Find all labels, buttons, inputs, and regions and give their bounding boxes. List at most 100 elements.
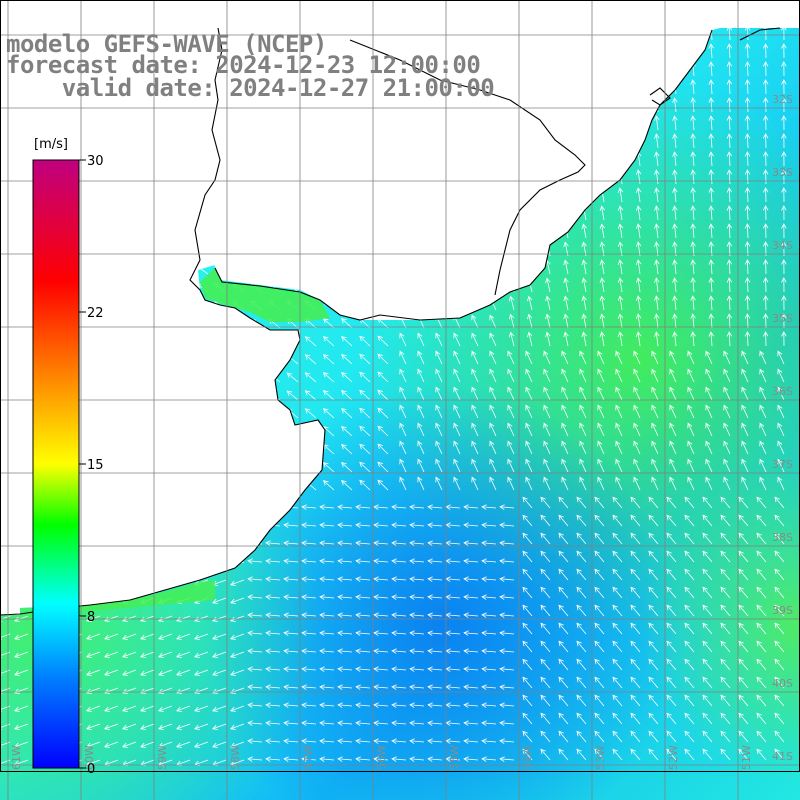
wind-arrow-head — [756, 604, 762, 611]
wind-arrow-head — [355, 738, 361, 744]
wind-arrow — [176, 651, 191, 658]
wind-arrow — [471, 369, 479, 383]
wind-arrow-head — [304, 408, 311, 414]
wind-arrow-head — [435, 332, 441, 339]
wind-arrow-head — [247, 702, 253, 708]
wind-arrow-head — [774, 640, 780, 647]
wind-arrow-head — [463, 684, 469, 690]
wind-arrow-head — [558, 532, 564, 539]
wind-arrow — [522, 533, 533, 545]
wind-arrow-head — [522, 748, 528, 755]
wind-arrow — [630, 605, 641, 617]
wind-arrow-head — [666, 496, 672, 503]
wind-arrow — [435, 351, 443, 365]
wind-arrow-head — [247, 558, 253, 564]
wind-arrow-head — [726, 259, 733, 265]
wind-arrow — [399, 459, 407, 473]
wind-arrow — [546, 332, 551, 347]
wind-arrow — [435, 387, 443, 401]
wind-arrow — [594, 623, 605, 635]
wind-arrow-head — [391, 540, 397, 546]
wind-arrow-head — [617, 331, 624, 338]
wind-arrow-head — [690, 133, 696, 139]
wind-arrow — [597, 405, 605, 419]
wind-arrow-head — [543, 404, 549, 411]
wind-arrow — [374, 524, 389, 527]
wind-arrow — [248, 632, 263, 635]
wind-arrow — [284, 650, 299, 653]
wind-arrow — [597, 441, 605, 455]
wind-arrow — [464, 614, 479, 617]
wind-arrow — [230, 633, 245, 640]
wind-arrow-head — [594, 550, 600, 557]
wind-arrow-head — [463, 540, 469, 546]
wind-arrow-head — [453, 332, 459, 339]
wind-arrow-head — [756, 568, 762, 575]
wind-arrow-head — [690, 79, 696, 85]
wind-arrow — [630, 623, 641, 635]
wind-arrow-head — [265, 756, 271, 762]
wind-arrow — [746, 97, 749, 113]
wind-arrow — [637, 296, 641, 311]
wind-arrow-head — [399, 404, 405, 411]
wind-arrow — [684, 677, 695, 689]
river-plate-band — [200, 268, 330, 322]
wind-arrow-head — [612, 640, 618, 647]
wind-arrow-head — [409, 558, 415, 564]
wind-arrow — [482, 524, 497, 527]
wind-arrow-head — [708, 259, 714, 265]
wind-arrow — [320, 740, 335, 743]
wind-arrow — [633, 405, 641, 419]
wind-arrow — [774, 641, 785, 653]
wind-arrow — [305, 336, 317, 347]
wind-arrow — [510, 332, 515, 347]
wind-arrow-head — [319, 612, 325, 618]
wind-arrow-head — [672, 151, 678, 157]
wind-arrow — [687, 441, 695, 455]
wind-arrow — [489, 423, 497, 437]
wind-arrow — [302, 668, 317, 671]
wind-arrow-head — [561, 458, 567, 465]
wind-arrow-head — [738, 712, 744, 719]
wind-arrow — [655, 152, 659, 167]
wind-arrow-head — [140, 742, 146, 748]
wind-arrow — [615, 405, 623, 419]
wind-arrow — [669, 351, 677, 365]
wind-arrow — [464, 704, 479, 707]
wind-arrow-head — [453, 476, 459, 483]
wind-arrow — [500, 650, 515, 653]
wind-arrow-head — [540, 604, 546, 611]
wind-arrow-head — [283, 540, 289, 546]
wind-arrow-head — [561, 440, 567, 447]
wind-arrow — [684, 551, 695, 563]
wind-arrow — [684, 713, 695, 725]
wind-arrow — [482, 668, 497, 671]
wind-arrow — [612, 605, 623, 617]
wind-arrow — [630, 749, 641, 761]
wind-arrow-head — [463, 594, 469, 600]
wind-arrow-head — [337, 720, 343, 726]
wind-arrow — [543, 423, 551, 437]
wind-arrow — [648, 515, 659, 527]
wind-arrow — [410, 542, 425, 545]
wind-arrow-head — [781, 43, 787, 49]
wind-arrow-head — [756, 532, 762, 539]
wind-arrow-head — [373, 594, 379, 600]
wind-arrow-head — [781, 169, 787, 175]
wind-arrow-head — [708, 79, 714, 85]
wind-arrow — [158, 669, 173, 676]
wind-arrow-head — [525, 422, 531, 429]
wind-arrow-head — [672, 313, 678, 319]
wind-arrow — [338, 578, 353, 581]
wind-arrow-head — [319, 684, 325, 690]
wind-arrow-head — [301, 576, 307, 582]
wind-arrow-head — [194, 724, 200, 730]
wind-arrow — [756, 677, 767, 689]
wind-arrow — [759, 441, 767, 455]
wind-arrow-head — [774, 604, 780, 611]
wind-arrow — [158, 633, 173, 640]
wind-arrow-head — [540, 532, 546, 539]
wind-arrow-head — [525, 386, 531, 393]
wind-arrow-head — [762, 277, 769, 283]
wind-arrow-head — [427, 738, 433, 744]
